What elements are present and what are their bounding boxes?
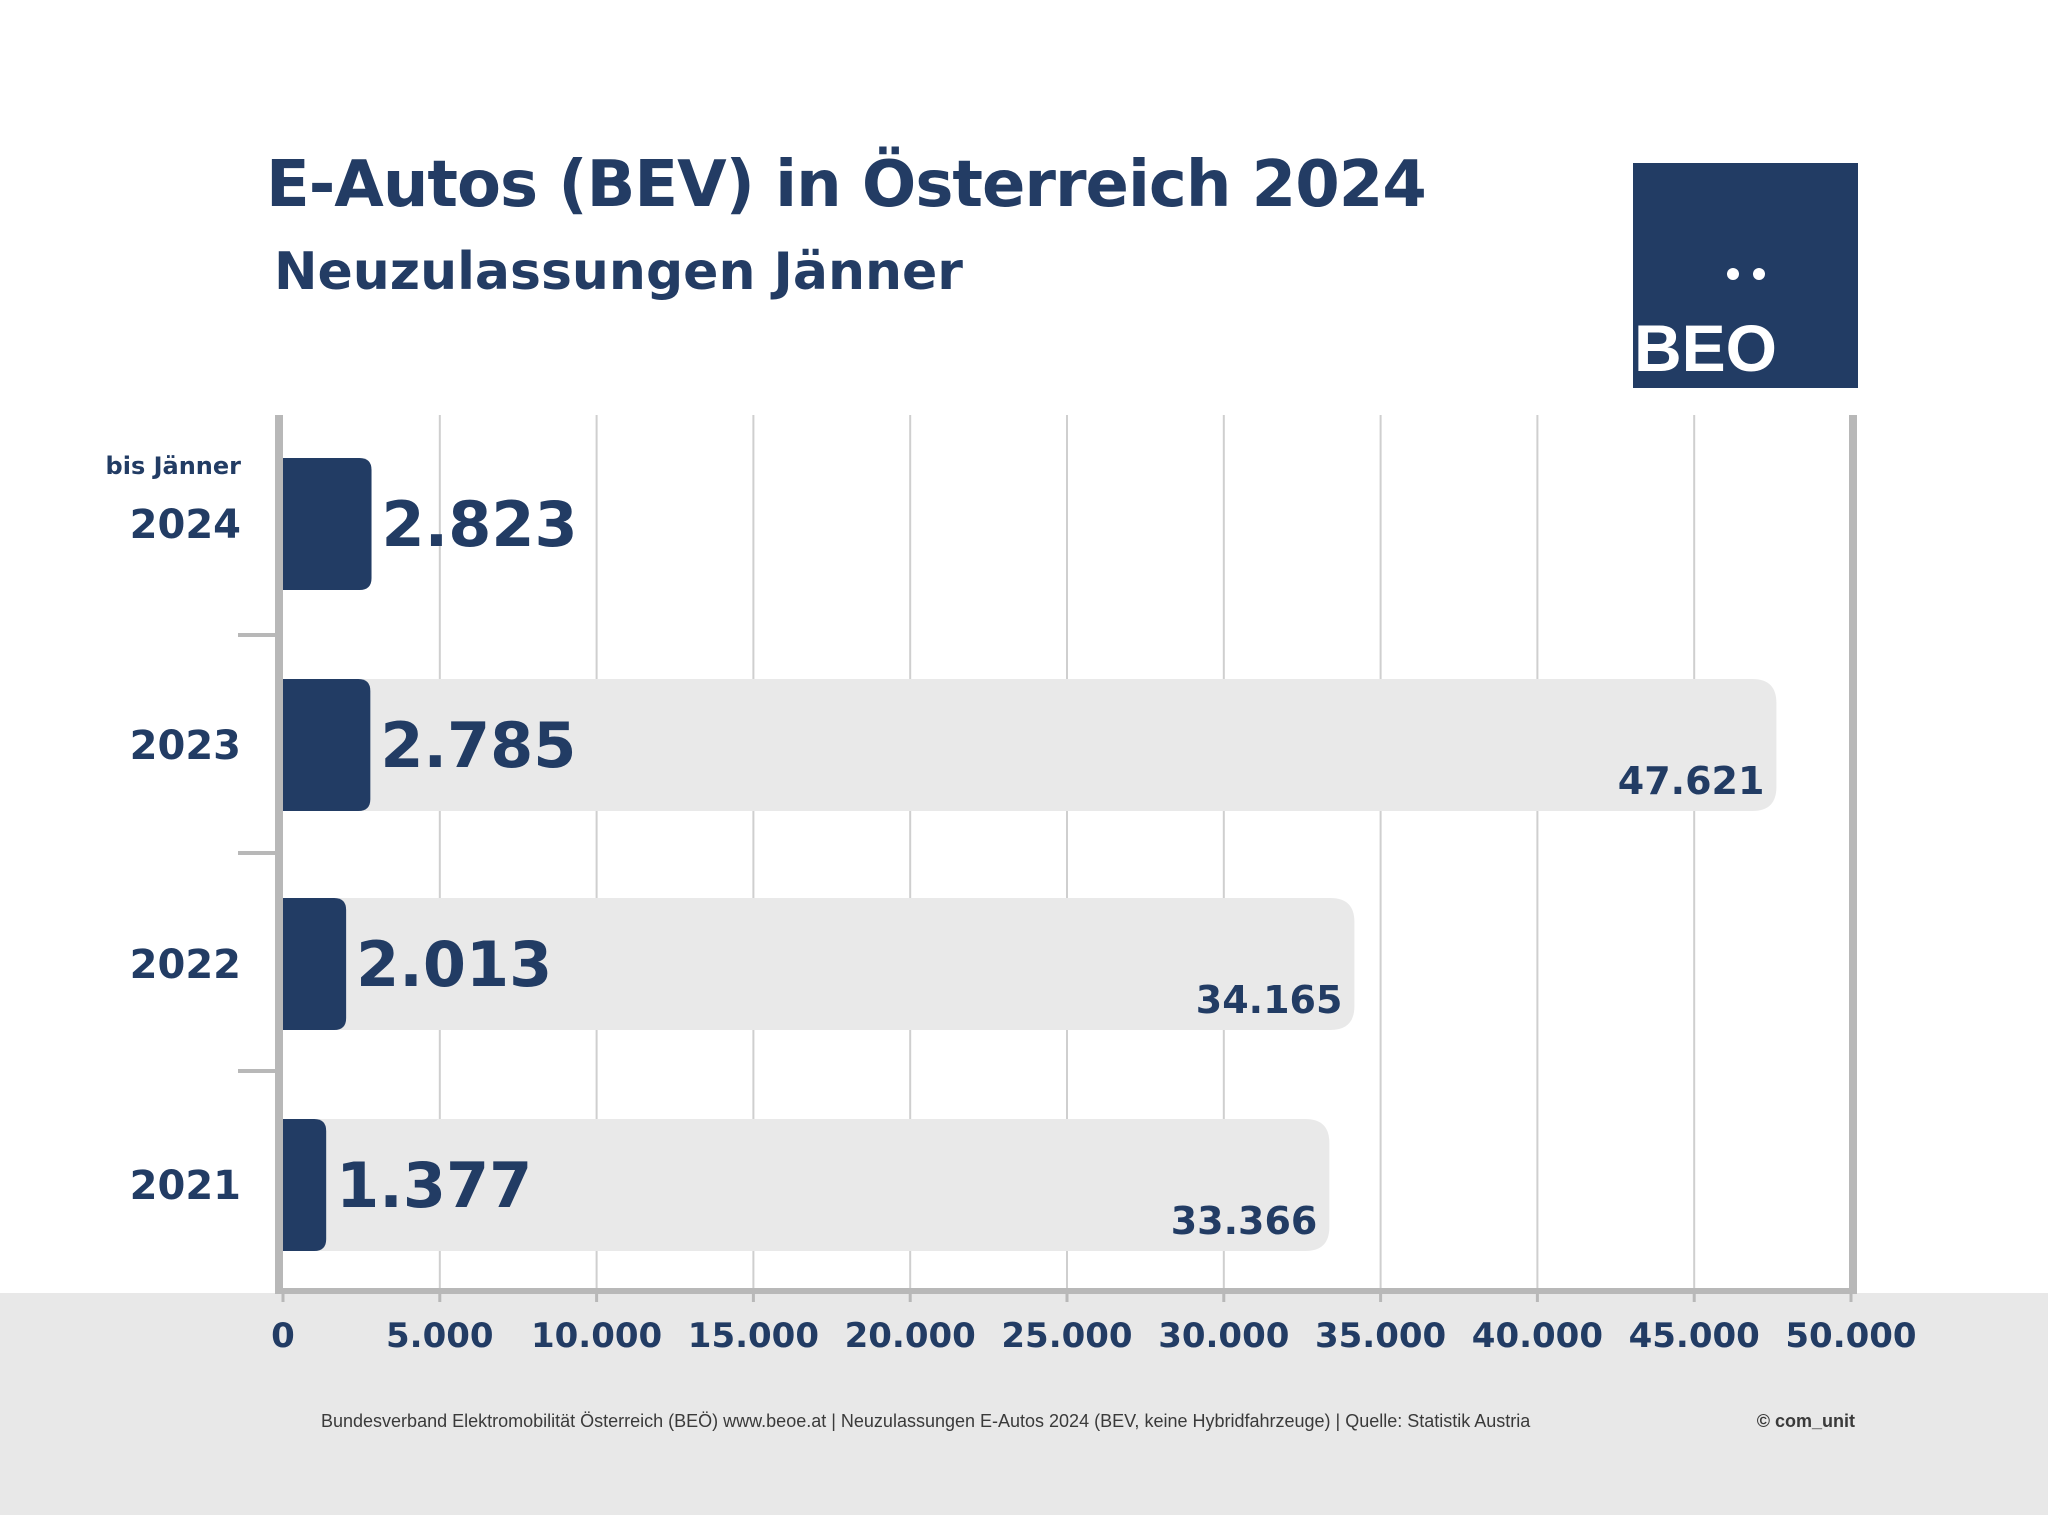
chart-subtitle: Neuzulassungen Jänner [274,242,963,302]
x-tick-mark [438,1288,442,1302]
x-tick-mark [1692,1288,1696,1302]
logo-umlaut-dot [1727,268,1739,280]
january-value-label: 1.377 [336,1149,532,1222]
footer-source: Bundesverband Elektromobilität Österreic… [321,1411,1531,1431]
total-bar [283,898,1355,1030]
x-tick-mark [1535,1288,1539,1302]
x-tick-label: 0 [271,1316,295,1356]
total-bar [283,1119,1330,1251]
x-tick-mark [281,1288,285,1302]
january-bar [283,679,371,811]
x-tick-label: 20.000 [845,1316,976,1356]
year-label: 2022 [130,942,241,988]
january-value-label: 2.785 [380,709,576,782]
january-bar [283,1119,327,1251]
x-tick-mark [1065,1288,1069,1302]
january-bar [283,458,372,590]
year-note-label: bis Jänner [106,452,242,480]
x-tick-mark [1849,1288,1853,1302]
january-value-label: 2.013 [356,928,552,1001]
year-label: 2023 [130,723,241,769]
total-value-label: 34.165 [1196,978,1343,1022]
x-tick-label: 10.000 [531,1316,662,1356]
beo-logo [1633,163,1858,388]
x-tick-label: 5.000 [386,1316,494,1356]
x-tick-label: 25.000 [1001,1316,1132,1356]
x-tick-mark [751,1288,755,1302]
total-value-label: 33.366 [1171,1199,1318,1243]
right-axis-line [1849,415,1857,1294]
x-tick-label: 35.000 [1315,1316,1446,1356]
x-tick-label: 40.000 [1472,1316,1603,1356]
total-bar [283,679,1777,811]
year-label: 2024 [130,502,241,548]
x-tick-label: 30.000 [1158,1316,1289,1356]
logo-text: BEO [1634,311,1778,385]
category-tick [238,1069,278,1073]
january-value-label: 2.823 [382,488,578,561]
y-axis-line [275,415,283,1294]
x-tick-mark [595,1288,599,1302]
category-tick [238,851,278,855]
x-tick-label: 50.000 [1785,1316,1916,1356]
year-label: 2021 [130,1163,241,1209]
x-tick-label: 15.000 [688,1316,819,1356]
january-bar [283,898,347,1030]
total-value-label: 47.621 [1618,759,1765,803]
footer-band [0,1293,2048,1515]
chart-title: E-Autos (BEV) in Österreich 2024 [266,148,1427,222]
x-tick-mark [1222,1288,1226,1302]
x-tick-mark [1379,1288,1383,1302]
x-tick-label: 45.000 [1629,1316,1760,1356]
category-tick [238,633,278,637]
logo-umlaut-dot [1753,268,1765,280]
x-tick-mark [908,1288,912,1302]
footer-copyright: © com_unit [1756,1411,1855,1431]
